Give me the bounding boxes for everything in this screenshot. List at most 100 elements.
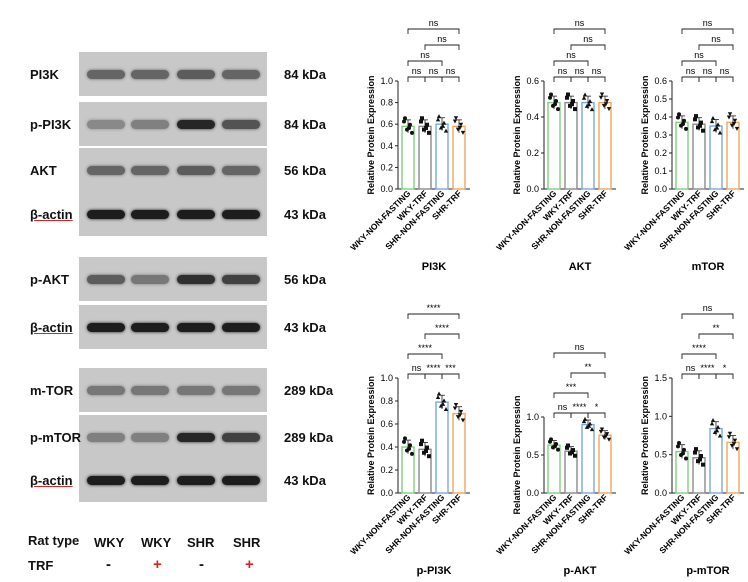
blot-band — [222, 275, 260, 284]
data-point — [403, 436, 407, 441]
data-point — [677, 440, 681, 445]
data-point — [729, 443, 735, 448]
significance-label: ** — [712, 323, 720, 333]
significance-label: ns — [429, 66, 439, 76]
blot-band — [87, 476, 125, 485]
significance-bracket — [681, 76, 700, 82]
data-point — [556, 107, 560, 112]
y-tick-label: 0.4 — [654, 112, 667, 122]
data-point — [717, 130, 723, 135]
chart-title: p-PI3K — [417, 565, 452, 577]
significance-label: *** — [566, 382, 577, 392]
data-point — [710, 417, 716, 422]
trf-sign: + — [153, 556, 162, 573]
bar — [452, 125, 466, 190]
data-point — [443, 128, 449, 133]
molecular-weight-label: 289 kDa — [284, 383, 334, 398]
data-point — [424, 125, 428, 130]
significance-label: ns — [720, 66, 730, 76]
significance-bracket — [407, 60, 443, 66]
data-point — [714, 125, 720, 130]
data-point — [603, 102, 609, 107]
data-point — [553, 444, 557, 449]
data-point — [457, 413, 463, 418]
rat-type-label: Rat type — [28, 533, 80, 548]
data-point — [402, 439, 406, 444]
y-tick-label: 0.6 — [380, 119, 393, 129]
bar — [726, 121, 740, 190]
significance-label: * — [595, 402, 599, 412]
protein-label: p-PI3K — [30, 117, 72, 132]
protein-label: m-TOR — [30, 383, 74, 398]
significance-label: ns — [686, 363, 696, 373]
data-point — [694, 447, 698, 452]
y-tick-label: 1.5 — [654, 373, 667, 383]
blot-band — [222, 433, 260, 442]
data-point — [410, 451, 414, 456]
y-tick-label: 0.4 — [380, 442, 393, 452]
blot-band — [87, 166, 125, 175]
blot-band — [87, 210, 125, 219]
blot-band — [87, 275, 125, 284]
significance-label: ns — [420, 50, 430, 60]
trf-sign: + — [245, 556, 254, 573]
data-point — [548, 95, 552, 100]
chart-title: mTOR — [692, 261, 725, 273]
data-point — [408, 122, 412, 127]
bar — [692, 123, 706, 190]
significance-bracket — [570, 44, 606, 50]
significance-label: ns — [575, 18, 585, 28]
data-point — [726, 115, 732, 120]
blot-band — [87, 386, 125, 395]
data-point — [582, 416, 588, 421]
protein-label: p-AKT — [30, 272, 69, 287]
bar — [709, 427, 723, 494]
data-point — [726, 435, 732, 440]
data-point — [556, 447, 560, 452]
blot-band — [131, 210, 169, 219]
data-point — [403, 116, 407, 121]
bar — [418, 125, 432, 190]
data-point — [699, 120, 703, 125]
data-point — [407, 446, 411, 451]
data-point — [427, 130, 431, 135]
data-point — [438, 125, 444, 130]
data-point — [458, 409, 464, 414]
data-point — [571, 448, 575, 453]
significance-bracket — [681, 353, 717, 359]
chart-title: p-AKT — [564, 565, 597, 577]
data-point — [603, 434, 609, 439]
significance-label: ns — [558, 402, 568, 412]
data-point — [435, 394, 441, 399]
y-tick-label: 0.2 — [380, 465, 393, 475]
data-point — [604, 98, 610, 103]
significance-bracket — [553, 60, 589, 66]
data-point — [566, 92, 570, 97]
significance-label: ns — [703, 303, 713, 313]
data-point — [420, 116, 424, 121]
significance-bracket — [407, 28, 460, 34]
blot-band — [177, 323, 215, 332]
molecular-weight-label: 84 kDa — [284, 117, 326, 132]
significance-label: **** — [572, 402, 587, 412]
blot-band — [131, 476, 169, 485]
molecular-weight-label: 43 kDa — [284, 207, 326, 222]
blot-band — [177, 166, 215, 175]
data-point — [408, 443, 412, 448]
blot-band — [177, 70, 215, 79]
blot-band — [222, 120, 260, 129]
significance-label: ns — [686, 66, 696, 76]
significance-bracket — [715, 76, 734, 82]
data-point — [682, 447, 686, 452]
data-point — [549, 92, 553, 97]
data-point — [717, 433, 723, 438]
data-point — [681, 122, 685, 127]
significance-label: **** — [418, 343, 433, 353]
data-point — [453, 116, 459, 121]
blot-band — [177, 210, 215, 219]
y-tick-label: 0.2 — [380, 162, 393, 172]
chart-title: p-mTOR — [686, 565, 729, 577]
significance-label: ns — [566, 50, 576, 60]
data-point — [589, 427, 595, 432]
data-point — [599, 92, 605, 97]
